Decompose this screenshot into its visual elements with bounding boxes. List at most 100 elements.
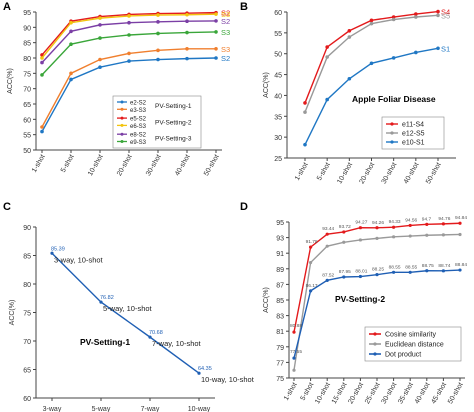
panel-b-legend-marker (390, 122, 394, 126)
panel-c-y-tick-label: 75 (23, 311, 31, 318)
panel-a-y-tick-label: 60 (23, 117, 31, 124)
panel-b-data-point (369, 61, 374, 66)
panel-a-legend-label: e2-S2 (130, 101, 147, 107)
panel-a-data-point (214, 30, 218, 34)
panel-d-data-point (325, 232, 329, 236)
panel-b-data-point (325, 97, 329, 102)
panel-letter-b: B (240, 1, 248, 13)
panel-d-data-point (392, 225, 396, 229)
panel-d-legend-marker (373, 352, 377, 356)
panel-a-series-end-label: S2 (221, 54, 230, 63)
panel-a-data-point (69, 20, 73, 25)
panel-d-data-point (375, 226, 379, 230)
panel-d-legend-label: Euclidean distance (385, 342, 444, 349)
panel-d-data-point (441, 222, 445, 226)
panel-c-x-tick-label: 5-way (92, 406, 111, 412)
panel-a-data-point (214, 12, 218, 16)
panel-c-point-label: 7-way, 10-shot (152, 339, 202, 348)
panel-a-data-point (185, 30, 189, 35)
panel-a-series-end-label: S2 (221, 17, 230, 26)
panel-a-data-point (127, 20, 131, 25)
panel-c-x-tick-label: 10-way (188, 406, 211, 412)
panel-d-data-point (375, 236, 379, 240)
panel-d-data-point (292, 356, 296, 360)
panel-b-data-point (436, 13, 440, 18)
panel-a-data-point (127, 59, 131, 63)
panel-a-data-point (98, 36, 102, 40)
panel-d-data-label: 88.25 (372, 267, 384, 273)
panel-a-legend-marker (120, 140, 124, 143)
panel-b-legend-marker (390, 140, 394, 144)
panel-b-y-tick-label: 40 (274, 93, 282, 100)
panel-a-data-point (185, 12, 189, 17)
panel-c-point-label: 3-way, 10-shot (54, 255, 104, 264)
panel-a-data-point (98, 16, 102, 20)
panel-a-legend-marker (120, 116, 124, 120)
panel-b-data-point (414, 50, 418, 55)
panel-b-data-point (325, 45, 329, 49)
panel-d-data-point (342, 275, 346, 279)
panel-a-legend-group-label: PV-Setting-1 (155, 103, 192, 110)
panel-d-data-label: 88.01 (355, 269, 367, 275)
panel-a-data-point (69, 77, 73, 82)
panel-d-data-point (408, 234, 412, 238)
panel-a-y-tick-label: 95 (23, 10, 31, 17)
panel-b-data-point (436, 9, 440, 14)
panel-b-data-point (369, 21, 374, 26)
panel-d-data-point (325, 244, 329, 248)
panel-a-data-point (156, 20, 160, 24)
panel-d-data-label: 77.55 (290, 349, 302, 355)
panel-b-series-end-label: S5 (441, 11, 450, 20)
panel-d-data-label: 94.76 (438, 216, 450, 222)
panel-a-data-point (127, 14, 131, 18)
panel-c-y-tick-label: 65 (23, 368, 31, 375)
panel-a-data-point (156, 31, 160, 36)
panel-a-legend-group-label: PV-Setting-3 (155, 135, 192, 142)
panel-a-series-end-label: S3 (221, 28, 230, 37)
panel-a-legend-label: e3-S3 (130, 108, 147, 114)
panel-c-data-label: 64.35 (198, 366, 212, 372)
panel-c-data-label: 70.68 (149, 330, 163, 336)
panel-a-data-point (40, 56, 44, 60)
panel-a-y-tick-label: 55 (23, 133, 31, 140)
panel-a-data-point (214, 56, 218, 60)
panel-b-data-point (303, 110, 307, 114)
panel-d-data-label: 94.56 (405, 217, 417, 223)
panel-b-y-tick-label: 60 (274, 10, 282, 17)
panel-c-y-axis-label: ACC(%) (9, 300, 16, 326)
panel-b-data-point (303, 142, 307, 147)
panel-a-legend-label: e8-S2 (130, 133, 147, 139)
panel-b-legend-label: e12-S5 (402, 131, 425, 138)
panel-d-data-label: 94.26 (372, 220, 384, 226)
panel-a-data-point (185, 47, 189, 51)
panel-d-data-point (342, 240, 346, 244)
panel-d-data-point (408, 270, 412, 274)
panel-d-y-tick-label: 91 (276, 251, 284, 258)
panel-d-data-label: 94.7 (422, 216, 432, 222)
panel-c-data-point (50, 251, 54, 255)
panel-a-series-end-label: S3 (221, 45, 230, 54)
panel-d-data-point (358, 274, 362, 279)
panel-c-data-point (99, 300, 103, 304)
panel-a-data-point (156, 57, 160, 62)
panel-a-y-tick-label: 75 (23, 71, 31, 78)
panel-d-data-label: 91.78 (306, 239, 318, 245)
panel-a-legend-marker (120, 107, 124, 111)
panel-b-data-point (347, 35, 352, 39)
panel-d-y-tick-label: 85 (276, 298, 284, 305)
panel-d-data-point (309, 289, 313, 293)
panel-a-legend-marker (120, 132, 124, 136)
panel-b-data-point (414, 12, 418, 16)
panel-d-y-tick-label: 75 (276, 376, 284, 383)
panel-a-data-point (40, 129, 44, 134)
panel-d-data-label: 94.33 (389, 219, 401, 225)
panel-d-data-point (392, 235, 396, 239)
panel-a-y-tick-label: 80 (23, 56, 31, 63)
panel-d-data-label: 88.75 (422, 263, 434, 269)
panel-c-x-tick-label: 3-way (43, 406, 62, 412)
panel-b-data-point (436, 46, 440, 51)
panel-b-data-point (347, 28, 352, 33)
panel-a-data-point (127, 51, 131, 56)
panel-c-chart: 60 65 70 75 80 85 90 3-way 5-way 7-way 10-way ACC(%… (9, 225, 255, 412)
